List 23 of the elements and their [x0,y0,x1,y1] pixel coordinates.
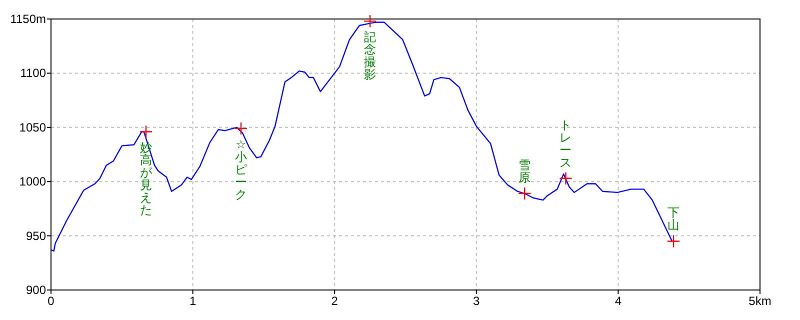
y-tick-label: 1050 [19,120,46,134]
point [139,125,153,138]
y-tick-label: 900 [26,283,46,297]
point [666,234,680,248]
y-tick-label: 1100 [20,66,46,80]
y-tick-label: 1000 [19,174,46,189]
y-tick-label: 950 [26,228,46,243]
annotation: 記念撮影 [364,30,376,82]
annotation: 雪原 [518,158,531,185]
point [559,172,572,185]
point [234,122,248,136]
x-tick-label: 0 [48,294,55,308]
y-tick-label: 1150m [10,12,46,26]
x-tick-label: 4 [614,294,622,308]
annotation: ☆小ピーク [235,137,248,202]
x-tick-label: 3 [473,294,480,308]
annotation: トレース [560,118,572,170]
point [518,186,532,200]
x-tick-label: 5km [748,294,772,308]
x-tick-label: 1 [189,294,196,308]
annotation: 下山 [668,206,680,232]
x-tick-label: 2 [331,294,338,308]
point [363,14,377,28]
